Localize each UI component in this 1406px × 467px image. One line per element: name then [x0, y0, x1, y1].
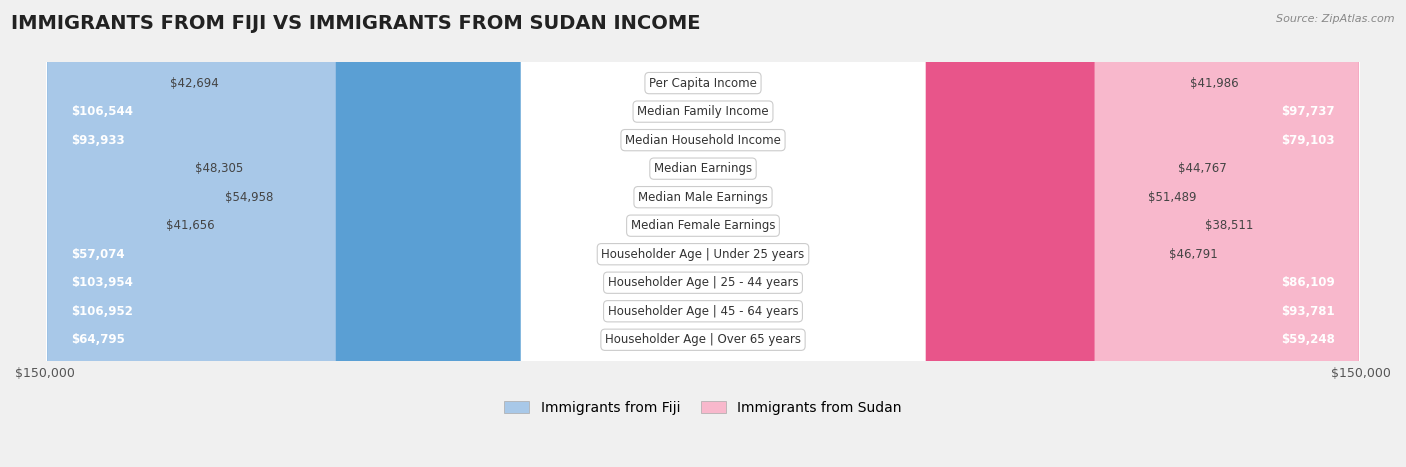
FancyBboxPatch shape — [48, 0, 292, 467]
Text: Source: ZipAtlas.com: Source: ZipAtlas.com — [1277, 14, 1395, 24]
Text: Median Earnings: Median Earnings — [654, 162, 752, 175]
Text: $59,248: $59,248 — [1281, 333, 1334, 346]
Text: $79,103: $79,103 — [1281, 134, 1334, 147]
Text: Per Capita Income: Per Capita Income — [650, 77, 756, 90]
Text: $44,767: $44,767 — [1178, 162, 1226, 175]
Text: $54,958: $54,958 — [225, 191, 273, 204]
FancyBboxPatch shape — [45, 0, 1361, 467]
FancyBboxPatch shape — [1129, 0, 1358, 467]
FancyBboxPatch shape — [1159, 0, 1358, 467]
FancyBboxPatch shape — [48, 0, 239, 467]
Text: Householder Age | 25 - 44 years: Householder Age | 25 - 44 years — [607, 276, 799, 289]
Text: $51,489: $51,489 — [1149, 191, 1197, 204]
FancyBboxPatch shape — [925, 0, 1358, 467]
Text: $42,694: $42,694 — [170, 77, 219, 90]
FancyBboxPatch shape — [48, 0, 464, 467]
FancyBboxPatch shape — [943, 0, 1358, 467]
FancyBboxPatch shape — [45, 0, 1361, 467]
FancyBboxPatch shape — [1149, 0, 1358, 467]
Text: $46,791: $46,791 — [1168, 248, 1218, 261]
Legend: Immigrants from Fiji, Immigrants from Sudan: Immigrants from Fiji, Immigrants from Su… — [499, 395, 907, 420]
FancyBboxPatch shape — [45, 0, 1361, 467]
Text: $86,109: $86,109 — [1281, 276, 1334, 289]
Text: Householder Age | Under 25 years: Householder Age | Under 25 years — [602, 248, 804, 261]
FancyBboxPatch shape — [48, 0, 520, 467]
FancyBboxPatch shape — [48, 0, 508, 467]
FancyBboxPatch shape — [48, 0, 235, 467]
Text: Median Female Earnings: Median Female Earnings — [631, 219, 775, 232]
Text: $41,656: $41,656 — [166, 219, 215, 232]
Text: Householder Age | Over 65 years: Householder Age | Over 65 years — [605, 333, 801, 346]
Text: $93,781: $93,781 — [1281, 305, 1334, 318]
FancyBboxPatch shape — [45, 0, 1361, 467]
FancyBboxPatch shape — [45, 0, 1361, 467]
Text: $93,933: $93,933 — [72, 134, 125, 147]
FancyBboxPatch shape — [48, 0, 263, 467]
FancyBboxPatch shape — [1008, 0, 1358, 467]
Text: $106,544: $106,544 — [72, 105, 134, 118]
Text: $57,074: $57,074 — [72, 248, 125, 261]
Text: IMMIGRANTS FROM FIJI VS IMMIGRANTS FROM SUDAN INCOME: IMMIGRANTS FROM FIJI VS IMMIGRANTS FROM … — [11, 14, 700, 33]
FancyBboxPatch shape — [1094, 0, 1358, 467]
FancyBboxPatch shape — [48, 0, 336, 467]
Text: Median Family Income: Median Family Income — [637, 105, 769, 118]
FancyBboxPatch shape — [45, 0, 1361, 467]
Text: Median Household Income: Median Household Income — [626, 134, 780, 147]
FancyBboxPatch shape — [45, 0, 1361, 467]
Text: Median Male Earnings: Median Male Earnings — [638, 191, 768, 204]
FancyBboxPatch shape — [48, 0, 519, 467]
FancyBboxPatch shape — [45, 0, 1361, 467]
FancyBboxPatch shape — [1170, 0, 1358, 467]
Text: $64,795: $64,795 — [72, 333, 125, 346]
Text: $38,511: $38,511 — [1205, 219, 1254, 232]
Text: $97,737: $97,737 — [1281, 105, 1334, 118]
Text: $41,986: $41,986 — [1189, 77, 1239, 90]
Text: $106,952: $106,952 — [72, 305, 134, 318]
FancyBboxPatch shape — [45, 0, 1361, 467]
FancyBboxPatch shape — [45, 0, 1361, 467]
Text: $48,305: $48,305 — [195, 162, 243, 175]
FancyBboxPatch shape — [1185, 0, 1358, 467]
Text: Householder Age | 45 - 64 years: Householder Age | 45 - 64 years — [607, 305, 799, 318]
FancyBboxPatch shape — [48, 0, 302, 467]
Text: $103,954: $103,954 — [72, 276, 134, 289]
FancyBboxPatch shape — [977, 0, 1358, 467]
